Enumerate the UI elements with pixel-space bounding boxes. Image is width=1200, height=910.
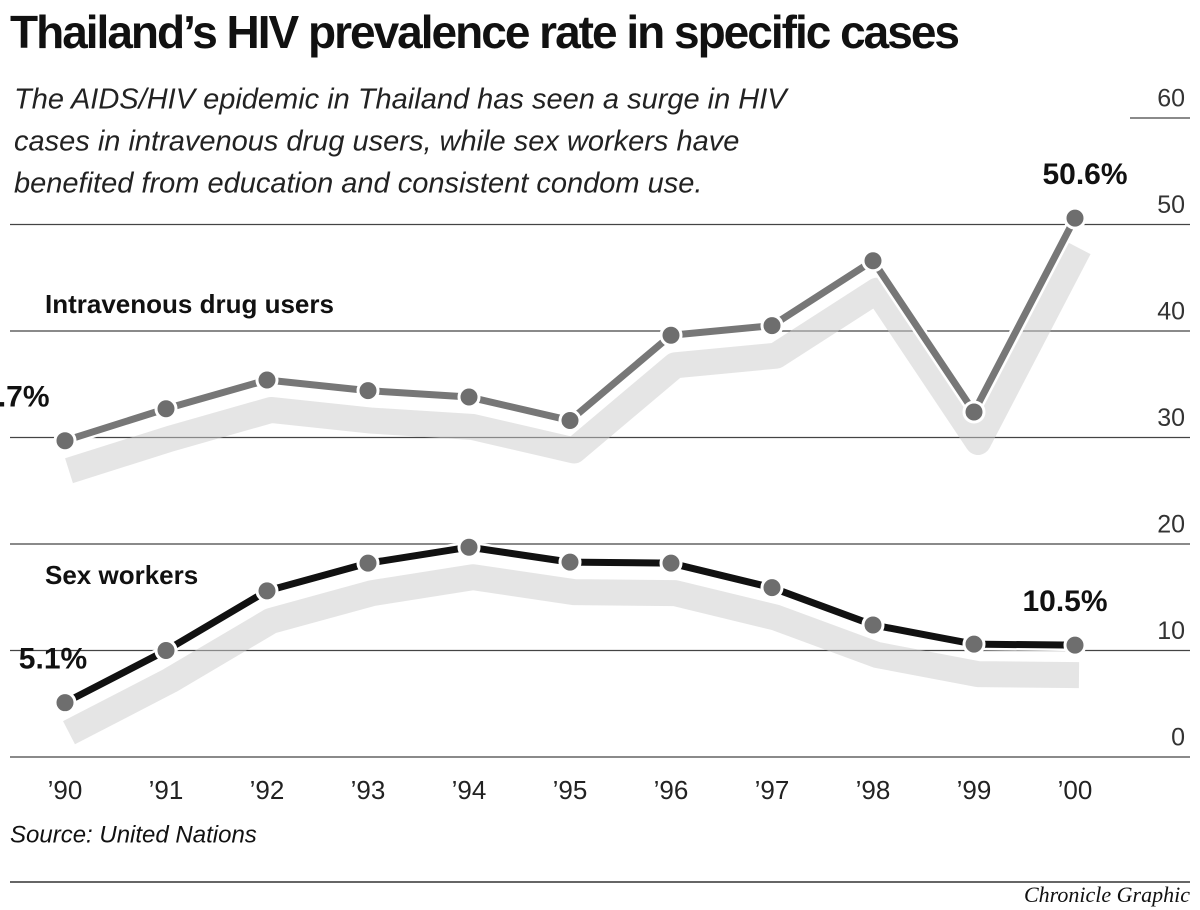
line-shadow xyxy=(63,564,1080,745)
data-point xyxy=(861,249,885,273)
data-point xyxy=(356,379,380,403)
data-point xyxy=(457,535,481,559)
data-point xyxy=(760,576,784,600)
data-point xyxy=(255,579,279,603)
data-point xyxy=(1063,206,1087,230)
data-point xyxy=(53,691,77,715)
y-tick-label: 10 xyxy=(1157,617,1185,645)
y-tick-label: 60 xyxy=(1157,85,1185,113)
data-point xyxy=(53,429,77,453)
data-point xyxy=(356,551,380,575)
line-shadow xyxy=(65,242,1091,484)
series-label: Intravenous drug users xyxy=(45,289,334,319)
data-point xyxy=(1063,633,1087,657)
credit: Chronicle Graphic xyxy=(1024,882,1190,907)
data-point xyxy=(457,385,481,409)
y-tick-label: 50 xyxy=(1157,191,1185,219)
value-label: 5.1% xyxy=(19,643,87,676)
value-label: 29.7% xyxy=(0,381,50,414)
x-tick-label: ’92 xyxy=(250,775,285,805)
subtitle: cases in intravenous drug users, while s… xyxy=(14,126,739,158)
data-point xyxy=(558,550,582,574)
x-tick-label: ’99 xyxy=(957,775,992,805)
x-tick-label: ’91 xyxy=(149,775,184,805)
data-point xyxy=(962,400,986,424)
chart-title: Thailand’s HIV prevalence rate in specif… xyxy=(10,6,958,58)
data-point xyxy=(760,314,784,338)
value-label: 50.6% xyxy=(1042,158,1127,191)
data-point xyxy=(659,551,683,575)
series-label: Sex workers xyxy=(45,560,198,590)
data-point xyxy=(255,368,279,392)
x-tick-label: ’98 xyxy=(856,775,891,805)
plot: 0 10 20 30 40 50 60 ’90 ’91 ’92 ’93 ’94 ’95 ’96 ’97 ’98… xyxy=(0,85,1190,805)
line-outline xyxy=(63,215,1081,447)
data-point xyxy=(154,397,178,421)
data-point xyxy=(861,613,885,637)
y-tick-label: 0 xyxy=(1171,724,1185,752)
subtitle: The AIDS/HIV epidemic in Thailand has se… xyxy=(14,84,789,116)
y-tick-label: 20 xyxy=(1157,511,1185,539)
value-label: 10.5% xyxy=(1022,585,1107,618)
x-tick-label: ’97 xyxy=(755,775,790,805)
x-tick-label: ’95 xyxy=(553,775,588,805)
x-tick-label: ’00 xyxy=(1058,775,1093,805)
x-tick-label: ’96 xyxy=(654,775,689,805)
y-tick-label: 30 xyxy=(1157,404,1185,432)
subtitle: benefited from education and consistent … xyxy=(14,168,702,200)
x-tick-label: ’93 xyxy=(351,775,386,805)
data-point xyxy=(154,639,178,662)
data-point xyxy=(659,323,683,347)
x-tick-label: ’94 xyxy=(452,775,487,805)
y-tick-label: 40 xyxy=(1157,298,1185,326)
data-point xyxy=(962,632,986,656)
x-tick-label: ’90 xyxy=(48,775,83,805)
source: Source: United Nations xyxy=(10,821,257,848)
data-point xyxy=(558,408,582,432)
